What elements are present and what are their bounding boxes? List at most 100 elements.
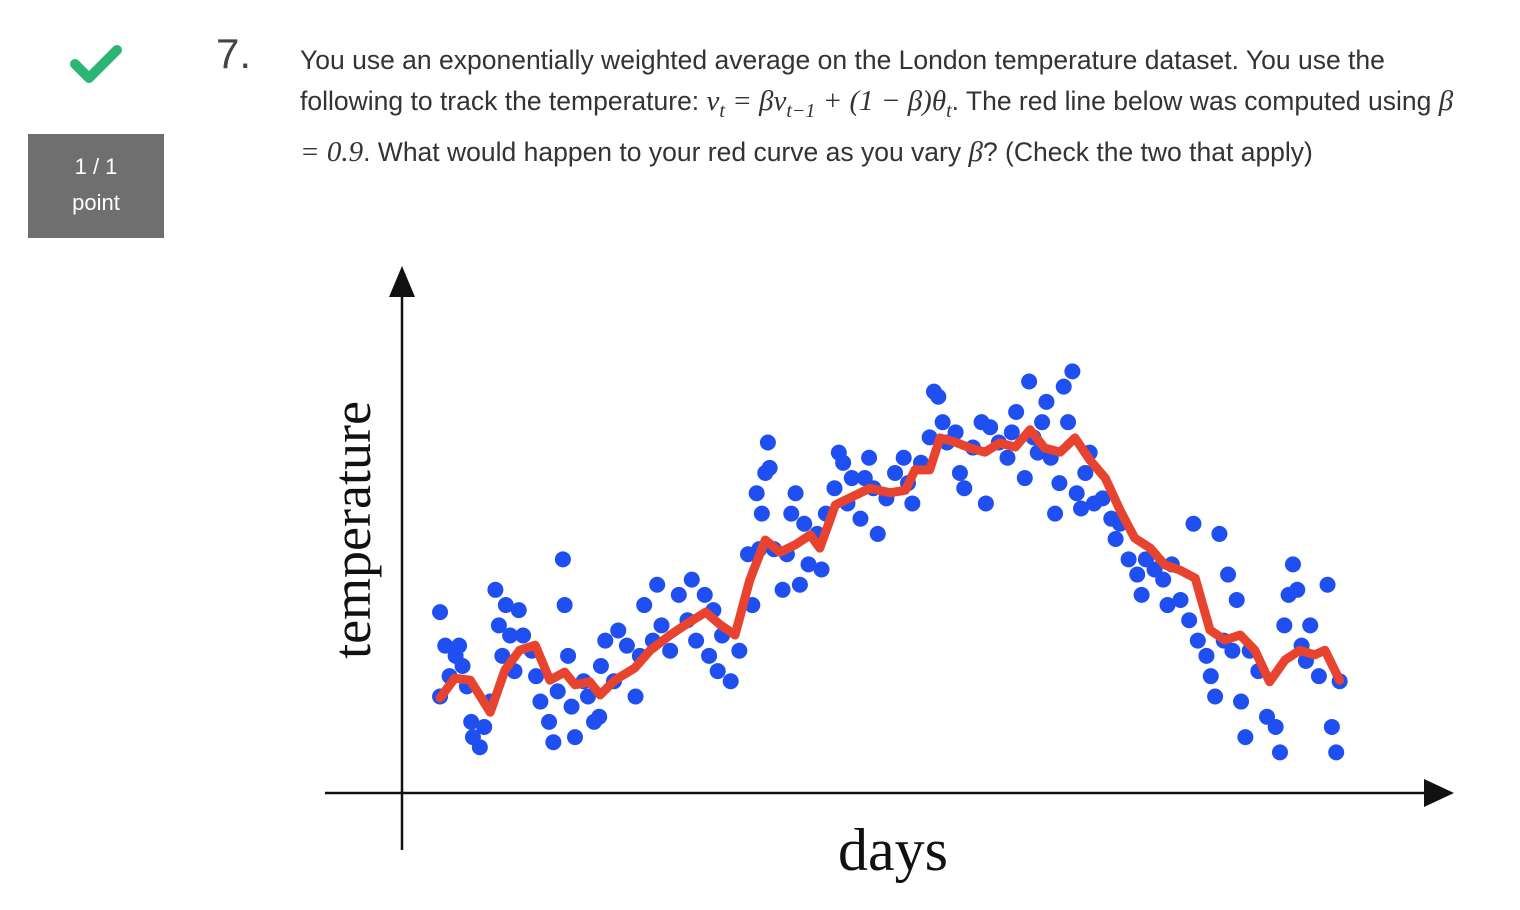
point [1211,525,1228,542]
point [947,424,964,441]
point [934,414,951,431]
point [1233,693,1250,710]
point [454,658,471,674]
point [835,454,852,471]
point [463,713,480,730]
point [731,642,748,659]
x-axis-label: days [838,817,948,883]
point [563,698,580,715]
point [683,571,700,588]
point [1181,612,1198,629]
point [783,505,800,522]
point [1051,475,1068,492]
point [1271,744,1288,761]
point [887,464,904,481]
point [1073,500,1090,517]
point [843,470,860,487]
line [435,425,1345,717]
point [567,729,583,746]
y-axis-label: temperature [322,401,382,659]
point [1021,373,1038,390]
point [597,632,614,649]
math-part: v [706,85,720,117]
text: . The red line below was computed using [951,86,1439,116]
point [774,581,791,598]
point [627,688,644,705]
point [1068,485,1085,502]
point [696,586,713,603]
score: 1 / 1 [74,154,118,179]
score-box: 1 / 1 point [28,134,164,238]
point [722,673,739,690]
point [759,434,776,451]
point [761,459,778,476]
text: . What would happen to your red curve as… [363,136,969,167]
point [1155,571,1172,588]
question-text: You use an exponentially weighted averag… [300,40,1470,173]
point [1003,424,1020,441]
math-part: v [773,85,787,117]
point [554,551,571,568]
point [487,581,504,598]
point [1077,464,1094,481]
point [1038,393,1055,410]
point [1120,551,1137,568]
math-sub: t−1 [786,99,816,122]
point [592,658,609,674]
point [1060,414,1077,431]
point [497,597,514,614]
point [753,505,770,522]
point [1207,688,1224,705]
point [1228,591,1245,608]
point [560,647,577,664]
point [895,449,912,466]
math-sub: t [719,99,725,122]
point [1276,617,1293,634]
point [636,597,653,614]
point [610,622,627,639]
correct-icon [70,45,122,83]
point [476,718,493,735]
point [1284,556,1301,573]
point [670,586,687,603]
point [1016,470,1033,487]
math: β = 0.9 [300,85,1454,168]
point [748,485,765,502]
point [796,515,813,532]
point [1094,490,1111,507]
point [1047,505,1064,522]
point [437,637,454,654]
point [1107,531,1124,547]
point [869,525,886,542]
point [852,510,869,527]
point [861,449,878,466]
point [813,561,830,578]
point [515,627,532,644]
point [528,668,545,685]
point [510,602,527,619]
point [1319,576,1336,593]
point [545,734,562,751]
point [688,632,705,649]
point [502,627,519,644]
plot [432,363,1348,761]
point [1034,414,1051,431]
math: β [968,135,983,168]
point [1328,744,1345,761]
point [1185,515,1202,532]
point [701,647,718,664]
point [826,480,843,497]
point [662,642,679,659]
point [1224,642,1241,659]
point [549,683,566,700]
point [541,713,558,730]
score-unit: point [72,190,120,215]
point [1159,597,1176,614]
point [1289,581,1306,598]
point [791,576,808,593]
text: ? (Check the two that apply) [982,136,1313,167]
point [977,495,994,512]
point [1055,378,1072,395]
point [471,739,488,756]
